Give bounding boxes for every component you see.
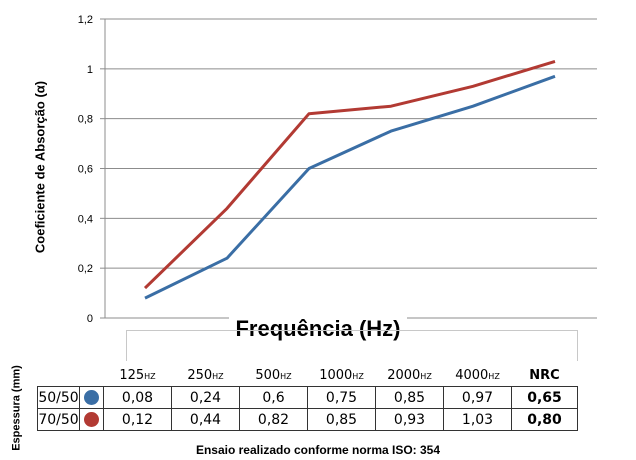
table-cell: 1,03 [443,408,512,431]
y-tick-label: 0,6 [78,164,93,176]
y-tick-label: 1,2 [78,14,93,26]
row-header-espessura: Espessura (mm) [10,365,23,451]
header-freq: 250HZ [187,368,224,383]
header-freq: 500HZ [255,368,292,383]
legend-dot-red [84,412,99,427]
table-row: 70/50 0,12 0,44 0,82 0,85 0,93 1,03 0,80 [37,408,578,431]
table-cell: 0,12 [103,408,172,431]
chart-area: 0 0,2 0,4 0,6 0,8 1 1,2 [78,14,597,325]
header-freq: 125HZ [119,368,156,383]
y-tick-label: 0,4 [78,213,93,225]
y-tick-label: 0 [87,313,93,325]
row-label: 50/50 [37,386,80,409]
y-tick-label: 0,8 [78,114,93,126]
table-header-row: 125HZ 250HZ 500HZ 1000HZ 2000HZ 4000HZ N… [38,365,578,387]
header-nrc: NRC [529,368,560,383]
table-cell: 0,93 [375,408,444,431]
table-row: 50/50 0,08 0,24 0,6 0,75 0,85 0,97 0,65 [37,386,578,409]
table-cell: 0,75 [307,386,376,409]
x-axis-bracket [126,330,578,361]
table-cell: 0,85 [375,386,444,409]
series-line-50/50 [144,74,556,300]
table-cell: 0,85 [307,408,376,431]
footnote: Ensaio realizado conforme norma ISO: 354 [195,443,441,457]
x-axis-label: Frequência (Hz) [0,316,636,342]
data-table: 125HZ 250HZ 500HZ 1000HZ 2000HZ 4000HZ N… [37,365,578,431]
nrc-value: 0,65 [511,386,578,409]
legend-dot-blue [84,390,99,405]
table-cell: 0,6 [239,386,308,409]
table-cell: 0,44 [171,408,240,431]
x-axis-label-text: Frequência (Hz) [229,316,407,341]
table-cell: 0,08 [103,386,172,409]
header-freq: 4000HZ [455,368,500,383]
table-cell: 0,82 [239,408,308,431]
header-freq: 1000HZ [319,368,364,383]
header-freq: 2000HZ [387,368,432,383]
legend-dot-cell [79,386,104,409]
legend-dot-cell [79,408,104,431]
y-tick-label: 0,2 [78,263,93,275]
table-cell: 0,24 [171,386,240,409]
y-tick-label: 1 [87,64,93,76]
row-header-text: Espessura (mm) [10,365,23,451]
table-cell: 0,97 [443,386,512,409]
series-line-70/50 [143,59,556,290]
nrc-value: 0,80 [511,408,578,431]
y-axis-label: Coeficiente de Absorção (α) [32,80,48,254]
row-label: 70/50 [37,408,80,431]
